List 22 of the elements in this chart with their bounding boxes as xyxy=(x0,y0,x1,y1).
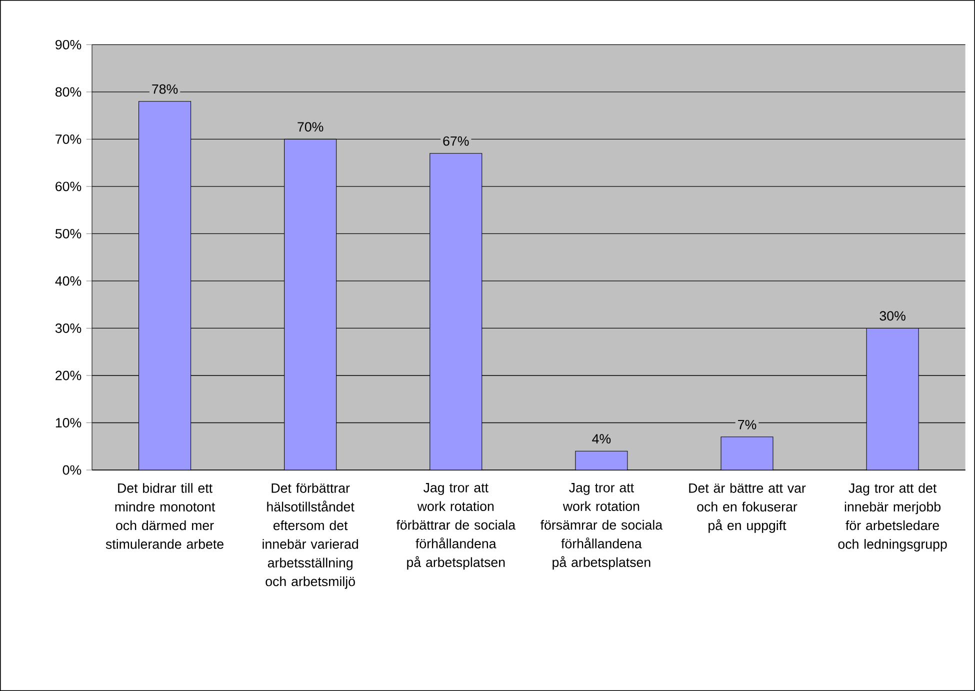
y-tick-label: 10% xyxy=(56,418,82,428)
x-tick-label: Jag tror att work rotation försämrar de sociala förhållandena på arbetsplatsen xyxy=(540,483,663,570)
x-tick-label: Det bidrar till ett mindre monotont och därmed mer stimulerande arbete xyxy=(106,483,224,549)
x-tick-label: Det förbättrar hälsotillståndet eftersom det innebär varierad arbetsställning och arbetsmiljö xyxy=(262,483,358,589)
y-tick-label: 60% xyxy=(56,182,82,192)
y-tick-label: 0% xyxy=(62,465,82,475)
y-tick-label: 80% xyxy=(56,87,82,97)
data-label: 78% xyxy=(152,84,178,94)
y-tick-label: 50% xyxy=(55,228,82,238)
y-tick-label: 90% xyxy=(56,40,82,50)
y-tick-label: 70% xyxy=(56,134,82,144)
data-label: 30% xyxy=(880,311,906,321)
data-label: 70% xyxy=(298,122,324,132)
y-tick-label: 40% xyxy=(55,276,82,286)
data-label: 4% xyxy=(592,434,611,444)
x-tick-label: Det är bättre att var och en fokuserar på en uppgift xyxy=(689,483,806,533)
data-label: 7% xyxy=(738,420,756,430)
data-label: 67% xyxy=(443,136,469,146)
y-tick-label: 20% xyxy=(56,370,82,380)
x-tick-label: Jag tror att work rotation förbättrar de sociala förhållandena på arbetsplatsen xyxy=(396,483,516,570)
y-tick-label: 30% xyxy=(55,324,82,333)
x-tick-label: Jag tror att det innebär merjobb för arbetsledare och ledningsgrupp xyxy=(838,483,947,552)
